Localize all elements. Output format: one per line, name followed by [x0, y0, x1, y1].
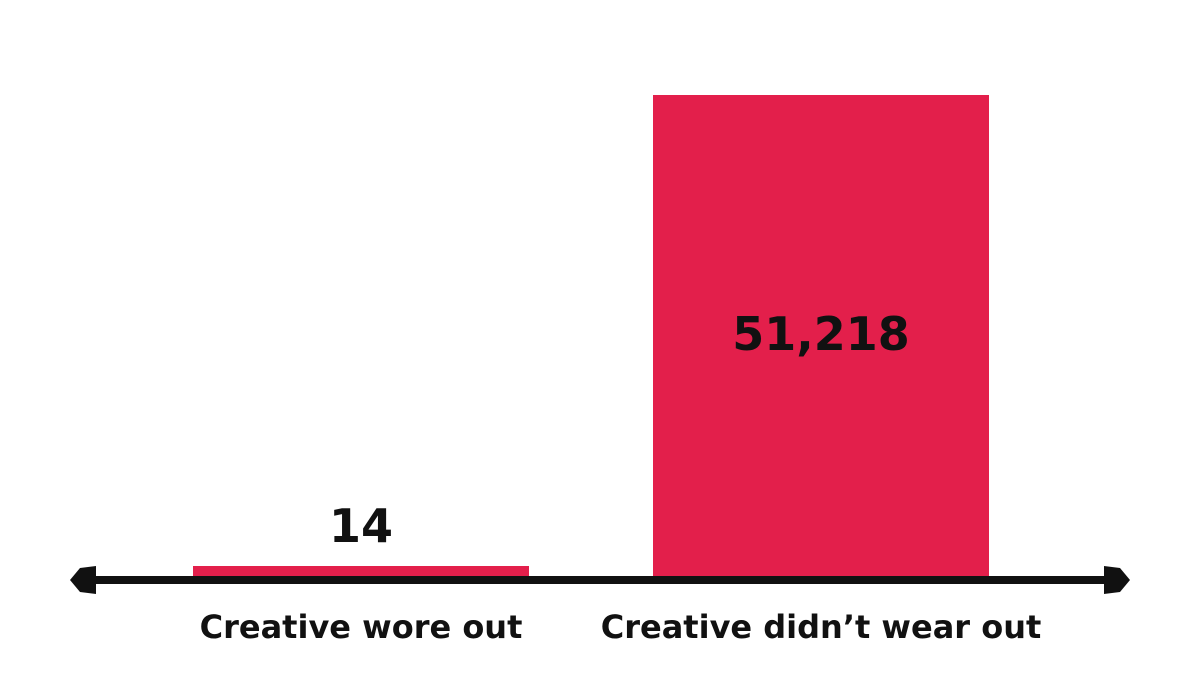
category-label-2: Creative didn’t wear out — [601, 608, 1042, 646]
value-labels-group: 14 51,218 — [329, 307, 910, 553]
x-axis — [70, 566, 1130, 594]
bars-group — [193, 95, 989, 576]
category-labels-group: Creative wore out Creative didn’t wear ou… — [200, 608, 1042, 646]
bar-value-label-2: 51,218 — [732, 307, 910, 361]
axis-left-arrowhead-icon — [70, 566, 96, 594]
bar-2 — [653, 95, 989, 576]
category-label-1: Creative wore out — [200, 608, 523, 646]
axis-right-arrowhead-icon — [1104, 566, 1130, 594]
bar-value-label-1: 14 — [329, 499, 393, 553]
bar-1 — [193, 566, 529, 576]
